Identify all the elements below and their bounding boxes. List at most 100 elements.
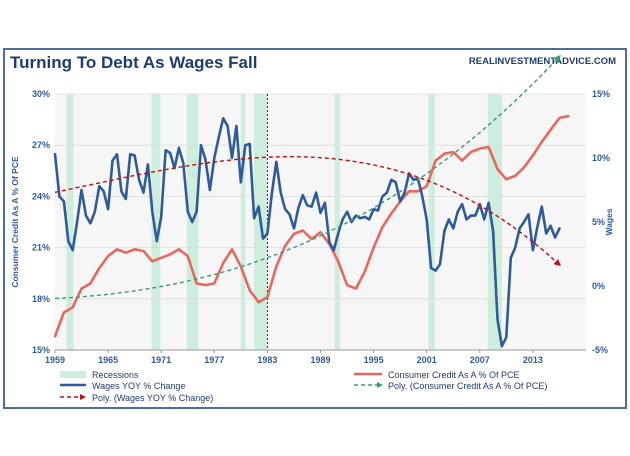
x-tick-label: 1989 xyxy=(310,355,330,365)
wages-point xyxy=(527,213,530,215)
consumer-credit-point xyxy=(293,233,295,235)
right-tick-label: 5% xyxy=(592,217,605,227)
consumer-credit-point xyxy=(452,151,454,153)
wages-point xyxy=(368,218,370,221)
x-tick-label: 2007 xyxy=(470,355,490,365)
wages-point xyxy=(364,216,366,218)
wages-point xyxy=(293,227,295,229)
wages-point xyxy=(156,240,158,242)
left-tick-label: 30% xyxy=(32,89,50,99)
consumer-credit-point xyxy=(72,306,74,308)
recession-band xyxy=(151,94,161,350)
wages-point xyxy=(403,191,406,194)
wages-point xyxy=(319,212,322,214)
wages-point xyxy=(443,230,445,232)
left-tick-label: 27% xyxy=(32,140,50,150)
wages-point xyxy=(439,263,441,265)
consumer-credit-point xyxy=(257,301,260,303)
consumer-credit-point xyxy=(151,260,153,262)
wages-point xyxy=(479,203,481,205)
wages-point xyxy=(63,200,65,203)
x-axis: 1959 1965 1971 1977 1983 1989 1995 2001 2007 2013 xyxy=(45,349,586,365)
legend-credit-poly-arrow xyxy=(377,382,383,388)
right-axis-title: Wages xyxy=(604,208,614,235)
wages-point xyxy=(346,211,348,213)
consumer-credit-point xyxy=(302,229,304,232)
right-tick-label: -5% xyxy=(592,345,608,355)
wages-point xyxy=(244,144,246,146)
wages-point xyxy=(138,179,140,181)
wages-point xyxy=(72,249,74,251)
source-label: REALINVESTMENTADVICE.COM xyxy=(469,56,616,67)
wages-point xyxy=(235,125,238,127)
wages-point xyxy=(328,241,330,244)
consumer-credit-point xyxy=(222,262,224,264)
wages-point xyxy=(350,221,353,223)
x-tick-label: 2013 xyxy=(523,355,543,365)
wages-point xyxy=(545,232,547,235)
consumer-credit-point xyxy=(550,129,552,131)
wages-point xyxy=(160,216,162,218)
x-tick-label: 1977 xyxy=(204,355,224,365)
wages-point xyxy=(169,152,171,154)
wages-point xyxy=(257,206,260,208)
wages-point xyxy=(209,189,211,191)
consumer-credit-point xyxy=(231,248,233,250)
recession-band xyxy=(428,94,435,350)
wages-point xyxy=(510,257,512,259)
wages-point xyxy=(448,218,450,221)
wages-point xyxy=(116,153,118,155)
series-group xyxy=(53,55,570,348)
x-tick-label: 1965 xyxy=(98,355,118,365)
wages-point xyxy=(355,215,357,217)
wages-point xyxy=(191,221,193,223)
consumer-credit-point xyxy=(505,178,507,180)
wages-point xyxy=(452,227,454,229)
wages-point xyxy=(399,200,401,203)
wages-point xyxy=(306,204,308,206)
wages-point xyxy=(519,227,521,229)
consumer-credit-point xyxy=(89,282,91,285)
wages-point xyxy=(412,179,415,181)
wages-point xyxy=(541,206,543,208)
left-tick-label: 24% xyxy=(32,191,50,201)
wages-point xyxy=(426,218,428,221)
left-tick-label: 21% xyxy=(32,243,50,253)
consumer-credit-point xyxy=(364,270,366,273)
wages-point xyxy=(178,147,180,149)
consumer-credit-point xyxy=(567,115,569,117)
chart-svg: Turning To Debt As Wages Fall REALINVEST… xyxy=(3,48,627,409)
wages-point xyxy=(315,191,317,194)
consumer-credit-point xyxy=(523,166,525,168)
wages-point xyxy=(262,238,264,240)
consumer-credit-point xyxy=(408,190,410,192)
legend-recessions-swatch xyxy=(60,371,86,378)
wages-point xyxy=(417,177,419,180)
consumer-credit-point xyxy=(160,257,162,259)
wages-point xyxy=(147,163,149,165)
wages-point xyxy=(231,157,233,159)
wages-point xyxy=(550,225,552,227)
wages-point xyxy=(461,203,463,205)
right-tick-label: 10% xyxy=(592,153,610,163)
wages-point xyxy=(129,153,131,155)
wages-point xyxy=(103,190,105,192)
consumer-credit-point xyxy=(125,252,127,254)
wages-point xyxy=(333,249,335,251)
wages-point xyxy=(240,181,242,183)
wages-point xyxy=(142,191,145,194)
wages-point xyxy=(80,189,83,191)
legend-wages-label: Wages YOY % Change xyxy=(92,381,185,391)
consumer-credit-point xyxy=(541,141,543,143)
wages-point xyxy=(465,218,468,221)
recession-band xyxy=(240,94,246,350)
wages-point xyxy=(266,232,268,235)
wages-point xyxy=(222,117,224,119)
legend-wages-poly-arrow xyxy=(80,394,86,400)
consumer-credit-point xyxy=(426,185,428,187)
wages-point xyxy=(554,236,556,238)
wages-point xyxy=(107,208,109,210)
wages-point xyxy=(377,209,379,212)
wages-point xyxy=(120,190,122,192)
consumer-credit-point xyxy=(434,159,437,162)
